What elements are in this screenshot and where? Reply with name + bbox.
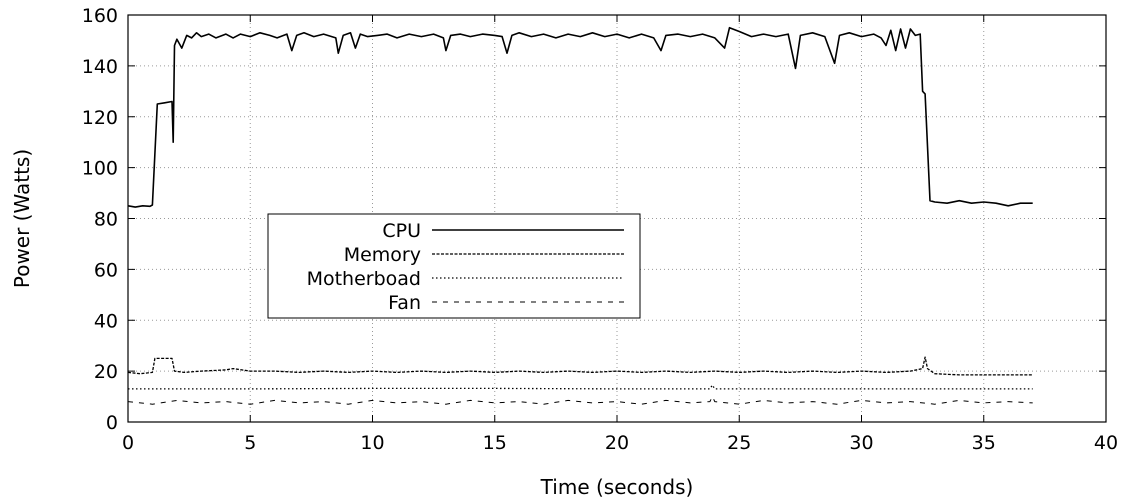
x-axis-title: Time (seconds) xyxy=(540,475,694,499)
x-tick-label: 10 xyxy=(360,432,384,454)
y-tick-label: 120 xyxy=(82,107,118,129)
y-tick-label: 40 xyxy=(94,310,118,332)
legend-label-memory: Memory xyxy=(344,244,421,266)
y-tick-label: 0 xyxy=(106,412,118,434)
series-line-cpu xyxy=(127,26,1033,208)
y-tick-label: 20 xyxy=(94,361,118,383)
y-tick-label: 140 xyxy=(82,56,118,78)
series-line-fan xyxy=(127,396,1033,405)
legend-label-motherboad: Motherboad xyxy=(307,268,421,290)
x-tick-label: 35 xyxy=(972,432,996,454)
axis-ticks xyxy=(127,14,1107,423)
x-tick-label: 5 xyxy=(244,432,256,454)
series-line-motherboad xyxy=(128,384,1033,390)
y-tick-label: 60 xyxy=(94,259,118,281)
series-line-memory xyxy=(127,356,1033,376)
legend-box xyxy=(267,213,641,319)
x-tick-label: 20 xyxy=(605,432,629,454)
x-tick-label: 15 xyxy=(483,432,507,454)
y-tick-label: 80 xyxy=(94,209,118,231)
y-axis-title: Power (Watts) xyxy=(10,149,34,288)
x-tick-label: 40 xyxy=(1094,432,1118,454)
tick-labels: 0 5 10 15 20 25 30 35 40 0 20 40 60 80 100 120 140 160 xyxy=(82,5,1118,454)
y-tick-label: 160 xyxy=(82,5,118,27)
y-tick-label: 100 xyxy=(82,158,118,180)
legend-label-fan: Fan xyxy=(388,292,421,314)
x-tick-label: 25 xyxy=(727,432,751,454)
series-lines xyxy=(127,26,1033,405)
x-tick-label: 30 xyxy=(849,432,873,454)
x-tick-label: 0 xyxy=(122,432,134,454)
legend-label-cpu: CPU xyxy=(382,220,421,242)
